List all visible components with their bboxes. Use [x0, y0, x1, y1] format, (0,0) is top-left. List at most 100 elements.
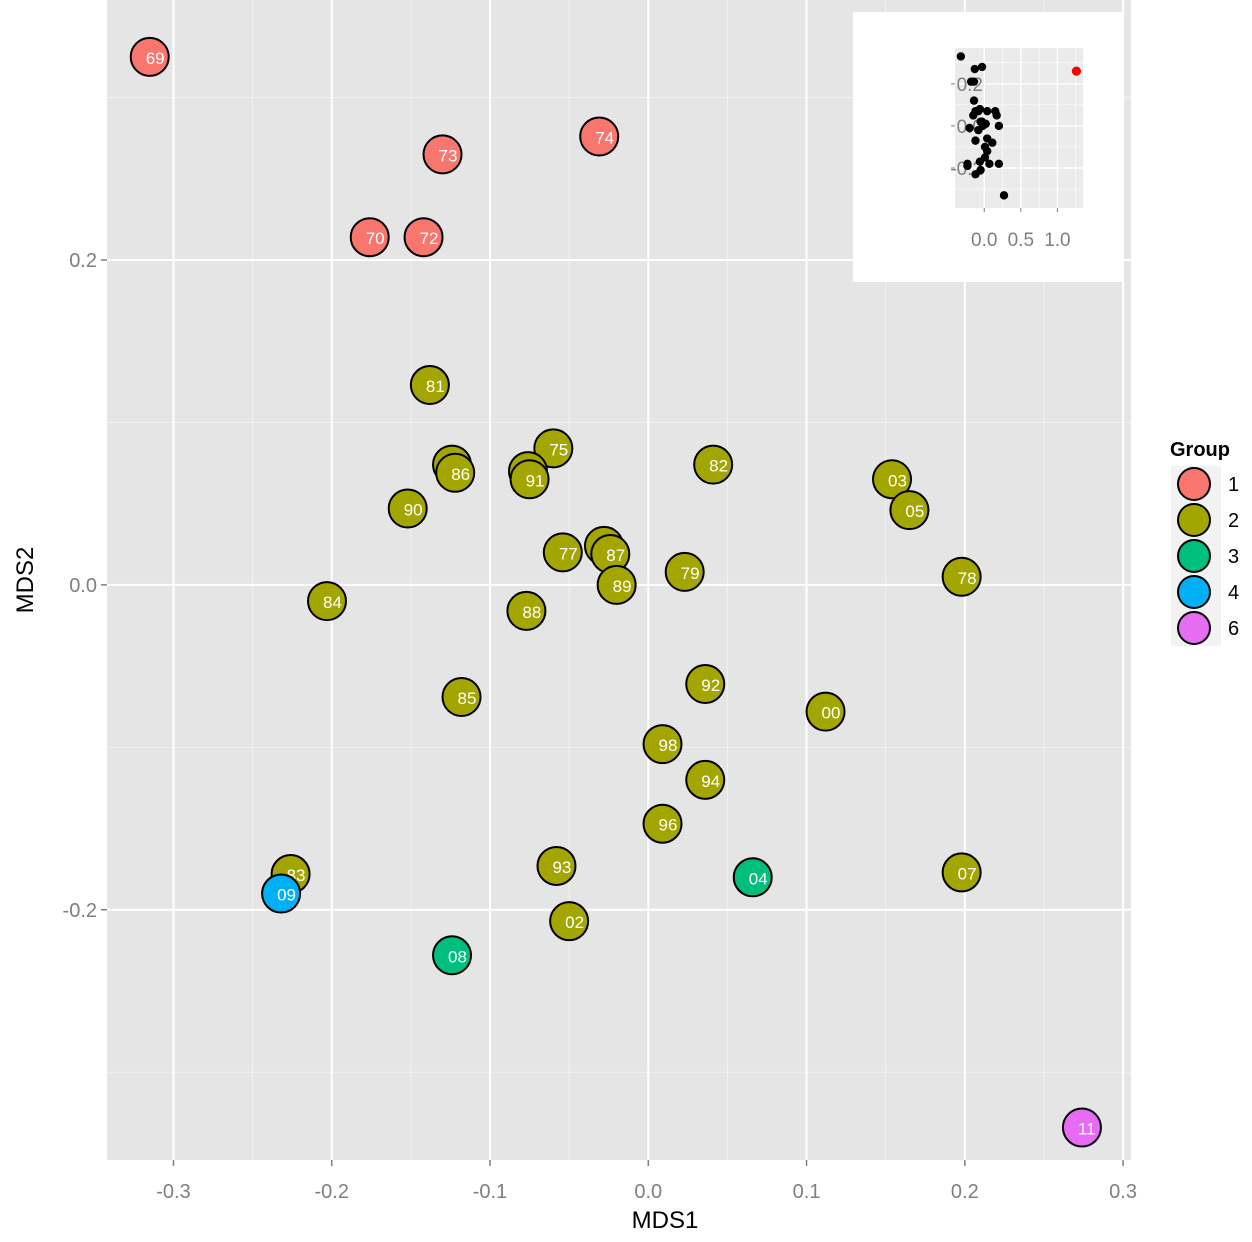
inset-x-tick-label: 0.5 — [1008, 230, 1034, 251]
point-label: 11 — [1078, 1120, 1096, 1139]
point-label: 85 — [458, 689, 477, 708]
inset-point — [970, 64, 979, 74]
data-point — [872, 459, 913, 500]
inset-point — [971, 136, 980, 145]
point-label: 09 — [277, 886, 296, 905]
data-point — [685, 759, 726, 800]
legend-key-label: 1 — [1228, 474, 1239, 496]
inset-point — [982, 146, 992, 156]
point-label: 05 — [905, 502, 924, 521]
inset-point — [985, 159, 994, 168]
data-points: 6974737072817582718676910305908077877978… — [129, 36, 1102, 1148]
data-point — [642, 724, 683, 765]
data-point — [542, 532, 583, 573]
point-label: 75 — [549, 440, 568, 459]
x-tick-label: -0.3 — [156, 1181, 190, 1203]
point-label: 74 — [595, 128, 614, 147]
point-label: 73 — [439, 146, 458, 165]
x-tick-label: 0.2 — [951, 1181, 979, 1203]
data-point — [533, 428, 574, 469]
point-label: 89 — [613, 577, 632, 596]
data-point — [664, 551, 705, 592]
legend-keys: 1 2 3 4 6 — [1171, 466, 1239, 646]
data-point — [261, 873, 302, 914]
inset-point — [969, 77, 979, 86]
legend-key-swatch — [1177, 503, 1211, 537]
y-tick-label: -0.2 — [63, 900, 97, 922]
data-point — [1061, 1107, 1102, 1148]
point-label: 81 — [426, 377, 445, 396]
point-label: 84 — [323, 593, 342, 612]
inset-points — [956, 52, 1082, 200]
point-label: 69 — [146, 49, 165, 68]
legend-key-label: 3 — [1228, 546, 1239, 568]
data-point — [536, 845, 577, 886]
point-label: 94 — [701, 772, 720, 791]
x-tick-label: 0.3 — [1109, 1181, 1137, 1203]
legend-key-swatch — [1177, 611, 1211, 645]
y-axis-title: MDS2 — [12, 547, 39, 614]
inset-point — [994, 159, 1004, 168]
y-tick-label: 0.2 — [69, 250, 97, 272]
legend-title: Group — [1170, 439, 1230, 461]
data-point — [941, 852, 982, 893]
inset-point — [994, 121, 1004, 131]
legend: Group 1 2 3 4 6 — [1170, 439, 1239, 646]
inset-point — [969, 96, 979, 105]
point-label: 70 — [366, 229, 385, 248]
inset-point — [971, 170, 980, 179]
point-label: 96 — [659, 816, 678, 835]
point-label: 79 — [681, 564, 700, 583]
data-point — [435, 452, 476, 493]
inset-x-tick-label: 1.0 — [1044, 230, 1070, 251]
inset-point — [982, 106, 992, 116]
inset-point — [963, 161, 972, 171]
data-point — [441, 676, 482, 717]
data-point — [642, 803, 683, 844]
data-point — [129, 36, 170, 77]
point-label: 78 — [958, 569, 977, 588]
data-point — [889, 490, 930, 531]
legend-key-swatch — [1177, 539, 1211, 573]
data-point — [805, 691, 846, 732]
inset-point — [965, 123, 974, 133]
data-point — [685, 663, 726, 704]
point-label: 98 — [659, 736, 678, 755]
point-label: 77 — [559, 544, 578, 563]
point-label: 93 — [552, 858, 571, 877]
point-label: 07 — [958, 864, 977, 883]
data-point — [509, 459, 550, 500]
data-point — [306, 581, 347, 622]
data-point — [693, 444, 734, 485]
x-tick-label: -0.2 — [315, 1181, 349, 1203]
data-point — [349, 217, 390, 258]
inset-point — [975, 157, 985, 166]
data-point — [506, 590, 547, 631]
data-point — [403, 217, 444, 258]
x-axis-title: MDS1 — [632, 1207, 699, 1234]
inset-x-tick-label: 0.0 — [971, 230, 997, 251]
inset-point — [988, 138, 997, 147]
data-point — [409, 365, 450, 406]
inset-highlight-point — [1071, 66, 1082, 76]
data-point — [732, 857, 773, 898]
inset-point — [956, 52, 966, 61]
legend-key-label: 6 — [1228, 618, 1239, 640]
data-point — [387, 488, 428, 529]
point-label: 82 — [709, 457, 728, 476]
data-point — [596, 564, 637, 605]
inset-point — [992, 111, 1001, 120]
inset-point — [977, 62, 987, 72]
data-point — [579, 116, 620, 157]
point-label: 91 — [526, 471, 545, 490]
legend-key-label: 4 — [1228, 582, 1239, 604]
legend-key-swatch — [1177, 467, 1211, 501]
point-label: 02 — [565, 913, 584, 932]
inset-plot: 0.00.51.00.20.0-0.2 — [853, 12, 1124, 282]
point-label: 87 — [606, 546, 625, 565]
data-point — [432, 935, 473, 976]
x-tick-label: 0.0 — [634, 1181, 662, 1203]
point-label: 00 — [822, 704, 841, 723]
point-label: 88 — [522, 603, 541, 622]
